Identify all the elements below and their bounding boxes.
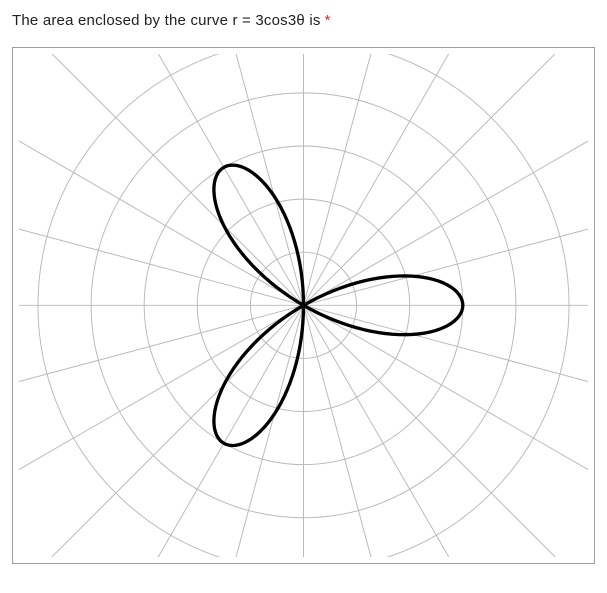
polar-rose-plot: [19, 54, 588, 557]
polar-chart-frame: [12, 47, 595, 564]
question-text: The area enclosed by the curve r = 3cos3…: [12, 12, 321, 29]
required-indicator: *: [325, 12, 331, 29]
question-row: The area enclosed by the curve r = 3cos3…: [12, 12, 595, 29]
